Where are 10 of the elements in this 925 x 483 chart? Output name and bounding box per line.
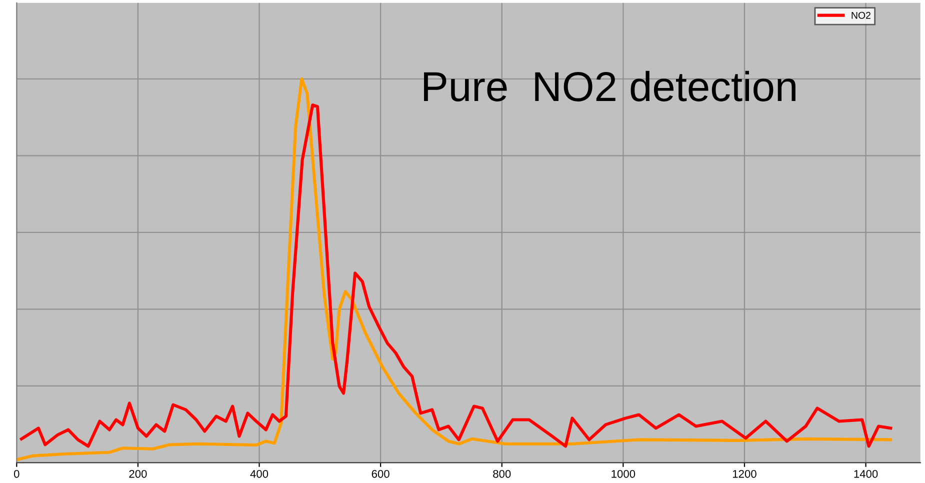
x-tick-label: 1000 [612,470,636,478]
x-tick-label: 200 [129,470,147,478]
x-tick-label: 400 [250,470,268,478]
x-tick-label: 1200 [732,470,756,478]
x-tick-label: 600 [372,470,390,478]
annotation: Pure NO2 detection [424,70,796,102]
legend-label: NO2 [852,12,870,19]
x-tick-label: 0 [14,470,20,478]
x-tick-label: 800 [493,470,511,478]
x-tick-label: 1400 [854,470,878,478]
